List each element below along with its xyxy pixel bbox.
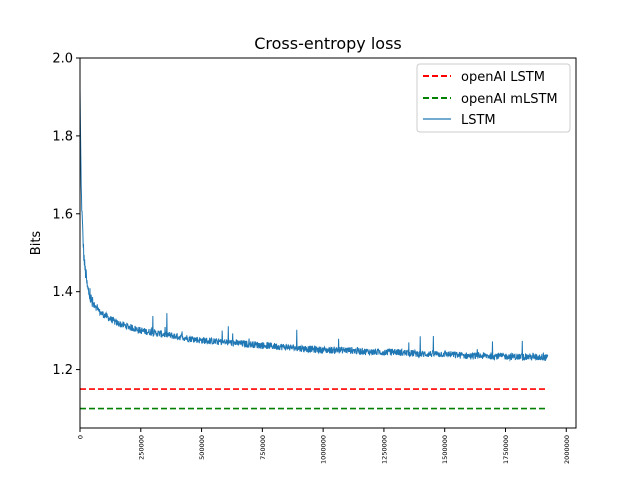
plot-frame: [79, 57, 577, 429]
legend-label-openai-lstm: openAI LSTM: [461, 70, 545, 85]
legend: openAI LSTM openAI mLSTM LSTM: [416, 63, 571, 133]
x-tick-label: 1000000: [320, 435, 328, 464]
x-tick-label: 1750000: [502, 435, 510, 464]
x-tick-label: 750000: [259, 435, 267, 460]
x-tick-label: 250000: [137, 435, 145, 460]
x-tick-label: 1250000: [380, 435, 388, 464]
x-tick-label: 0: [77, 435, 85, 439]
y-tick-label: 2.0: [52, 52, 73, 67]
legend-frame: [416, 63, 571, 133]
y-tick-label: 1.4: [52, 285, 73, 300]
y-tick-label: 1.6: [52, 207, 73, 222]
x-tick-label: 2000000: [563, 435, 571, 464]
x-tick-label: 500000: [198, 435, 206, 460]
y-tick-label: 1.2: [52, 363, 73, 378]
legend-label-openai-mlstm: openAI mLSTM: [461, 92, 558, 107]
series-line-lstm: [79, 89, 549, 362]
legend-label-lstm: LSTM: [461, 113, 496, 128]
chart-title: Cross-entropy loss: [254, 34, 402, 53]
y-axis-label: Bits: [29, 231, 44, 256]
x-tick-label: 1500000: [441, 435, 449, 464]
plot-area: 1.2 1.4 1.6 1.8 2.0 0 250000 500000 750000 100000…: [52, 52, 577, 464]
y-tick-label: 1.8: [52, 129, 73, 144]
